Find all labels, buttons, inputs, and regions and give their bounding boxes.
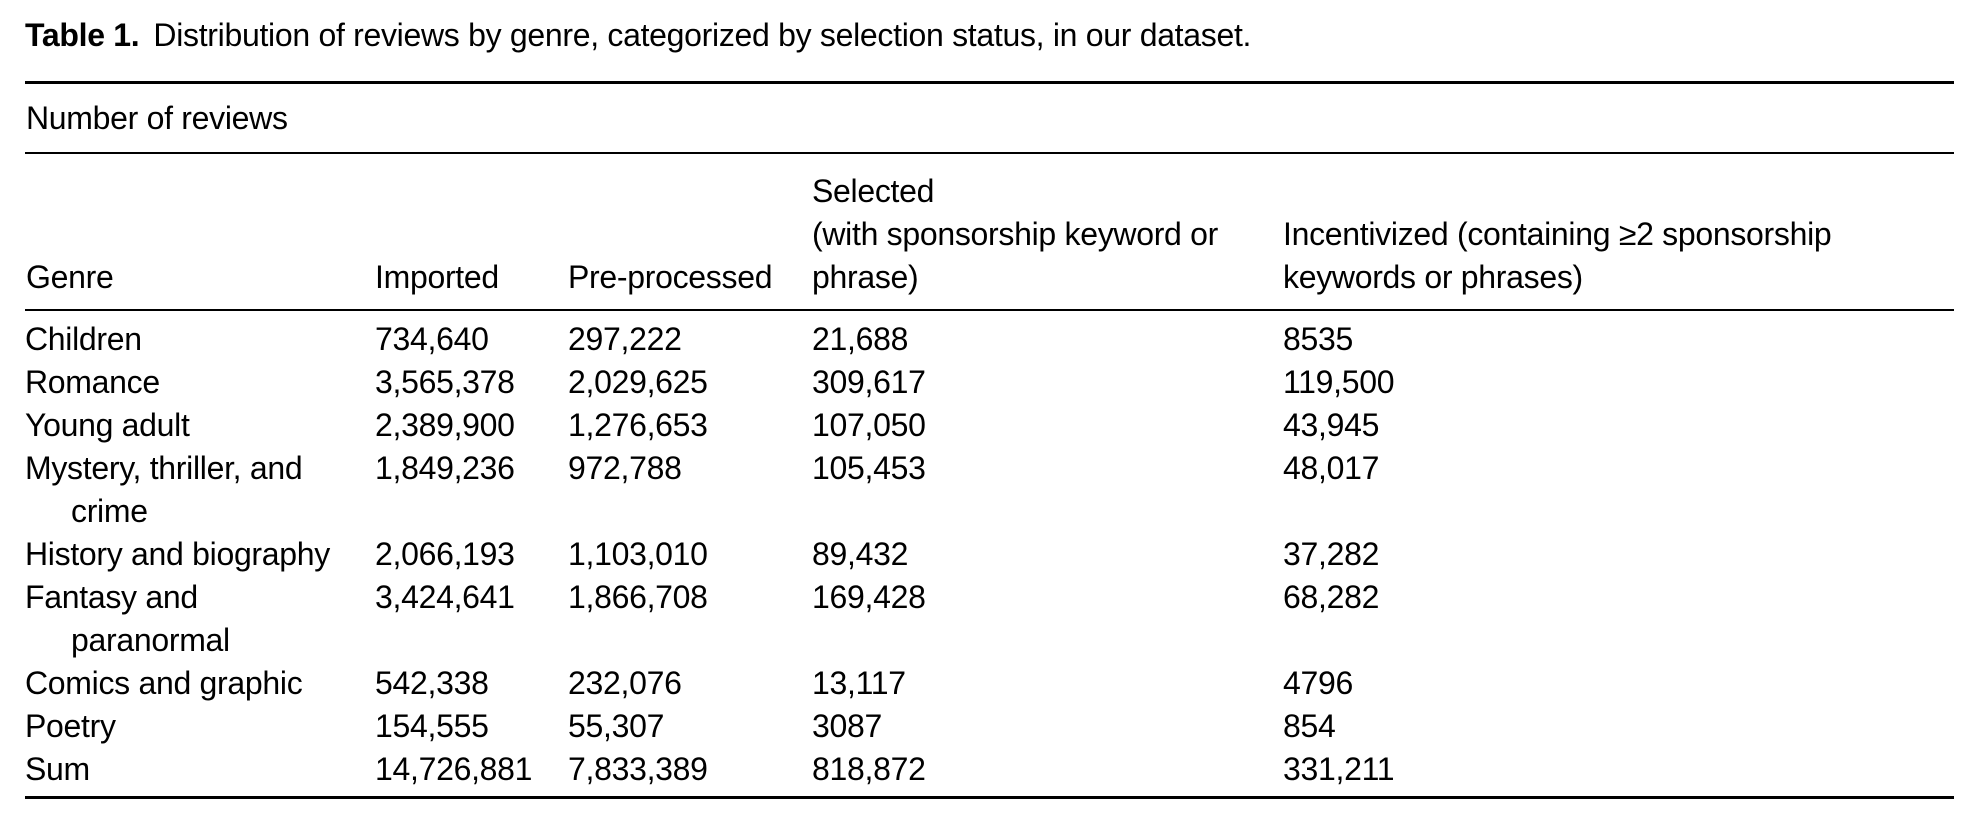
genre-cell: Sum <box>25 748 375 799</box>
pre-processed-cell: 55,307 <box>568 708 665 744</box>
imported-cell: 3,424,641 <box>375 579 515 615</box>
table-row-comics-graphic: Comics and graphic 542,338 232,076 13,11… <box>25 662 1954 705</box>
incentivized-cell: 331,211 <box>1283 748 1954 799</box>
imported-cell: 1,849,236 <box>375 450 515 486</box>
pre-processed-cell: 1,866,708 <box>568 579 708 615</box>
table-body: Children 734,640 297,222 21,688 8535 Rom… <box>25 310 1954 799</box>
selected-cell: 21,688 <box>812 321 909 357</box>
incentivized-cell: 8535 <box>1283 321 1353 357</box>
incentivized-cell: 854 <box>1283 708 1336 744</box>
column-header-imported: Imported <box>375 153 568 311</box>
imported-cell: 154,555 <box>375 708 489 744</box>
pre-processed-cell: 972,788 <box>568 450 682 486</box>
selected-cell: 818,872 <box>812 748 1283 799</box>
selected-cell: 309,617 <box>812 364 926 400</box>
genre-cell: Mystery, thriller, and crime <box>25 450 303 529</box>
incentivized-cell: 4796 <box>1283 665 1353 701</box>
genre-cell: History and biography <box>25 536 330 572</box>
pre-processed-cell: 232,076 <box>568 665 682 701</box>
selected-cell: 169,428 <box>812 579 926 615</box>
column-header-row: Genre Imported Pre-processed Selected (w… <box>25 153 1954 311</box>
column-header-incentivized: Incentivized (containing ≥2 sponsorship … <box>1283 153 1954 311</box>
selected-cell: 3087 <box>812 708 882 744</box>
pre-processed-cell: 297,222 <box>568 321 682 357</box>
incentivized-cell: 48,017 <box>1283 450 1380 486</box>
selected-cell: 89,432 <box>812 536 909 572</box>
table-caption-label: Table 1. <box>25 17 140 53</box>
spanner-row: Number of reviews <box>25 81 1954 154</box>
genre-cell: Comics and graphic <box>25 665 303 701</box>
table-row-history-biography: History and biography 2,066,193 1,103,01… <box>25 533 1954 576</box>
genre-cell: Young adult <box>25 407 190 443</box>
selected-cell: 105,453 <box>812 450 926 486</box>
genre-cell: Romance <box>25 364 160 400</box>
imported-cell: 14,726,881 <box>375 748 568 799</box>
reviews-distribution-table: Number of reviews Genre Imported Pre-pro… <box>25 81 1954 799</box>
imported-cell: 542,338 <box>375 665 489 701</box>
column-header-pre-processed: Pre-processed <box>568 153 812 311</box>
table-caption-text: Distribution of reviews by genre, catego… <box>153 17 1252 53</box>
genre-cell: Children <box>25 321 142 357</box>
pre-processed-cell: 2,029,625 <box>568 364 708 400</box>
table-head: Number of reviews Genre Imported Pre-pro… <box>25 81 1954 311</box>
pre-processed-cell: 1,276,653 <box>568 407 708 443</box>
spanner-header-number-of-reviews: Number of reviews <box>25 81 1954 154</box>
column-header-selected: Selected (with sponsorship keyword or ph… <box>812 153 1283 311</box>
imported-cell: 3,565,378 <box>375 364 515 400</box>
imported-cell: 2,389,900 <box>375 407 515 443</box>
selected-cell: 13,117 <box>812 665 906 701</box>
pre-processed-cell: 1,103,010 <box>568 536 708 572</box>
table-row-poetry: Poetry 154,555 55,307 3087 854 <box>25 705 1954 748</box>
genre-cell: Fantasy and paranormal <box>25 579 230 658</box>
selected-cell: 107,050 <box>812 407 926 443</box>
incentivized-cell: 37,282 <box>1283 536 1380 572</box>
imported-cell: 2,066,193 <box>375 536 515 572</box>
table-row-romance: Romance 3,565,378 2,029,625 309,617 119,… <box>25 361 1954 404</box>
incentivized-cell: 119,500 <box>1283 364 1395 400</box>
genre-cell: Poetry <box>25 708 116 744</box>
table-row-young-adult: Young adult 2,389,900 1,276,653 107,050 … <box>25 404 1954 447</box>
table-row-sum: Sum 14,726,881 7,833,389 818,872 331,211 <box>25 748 1954 799</box>
table-row-children: Children 734,640 297,222 21,688 8535 <box>25 310 1954 361</box>
incentivized-cell: 68,282 <box>1283 579 1380 615</box>
column-header-genre: Genre <box>25 153 375 311</box>
incentivized-cell: 43,945 <box>1283 407 1380 443</box>
imported-cell: 734,640 <box>375 321 489 357</box>
table-caption: Table 1. Distribution of reviews by genre… <box>25 14 1954 57</box>
pre-processed-cell: 7,833,389 <box>568 748 812 799</box>
table-row-mystery-thriller-crime: Mystery, thriller, and crime 1,849,236 9… <box>25 447 1954 533</box>
table-row-fantasy-paranormal: Fantasy and paranormal 3,424,641 1,866,7… <box>25 576 1954 662</box>
